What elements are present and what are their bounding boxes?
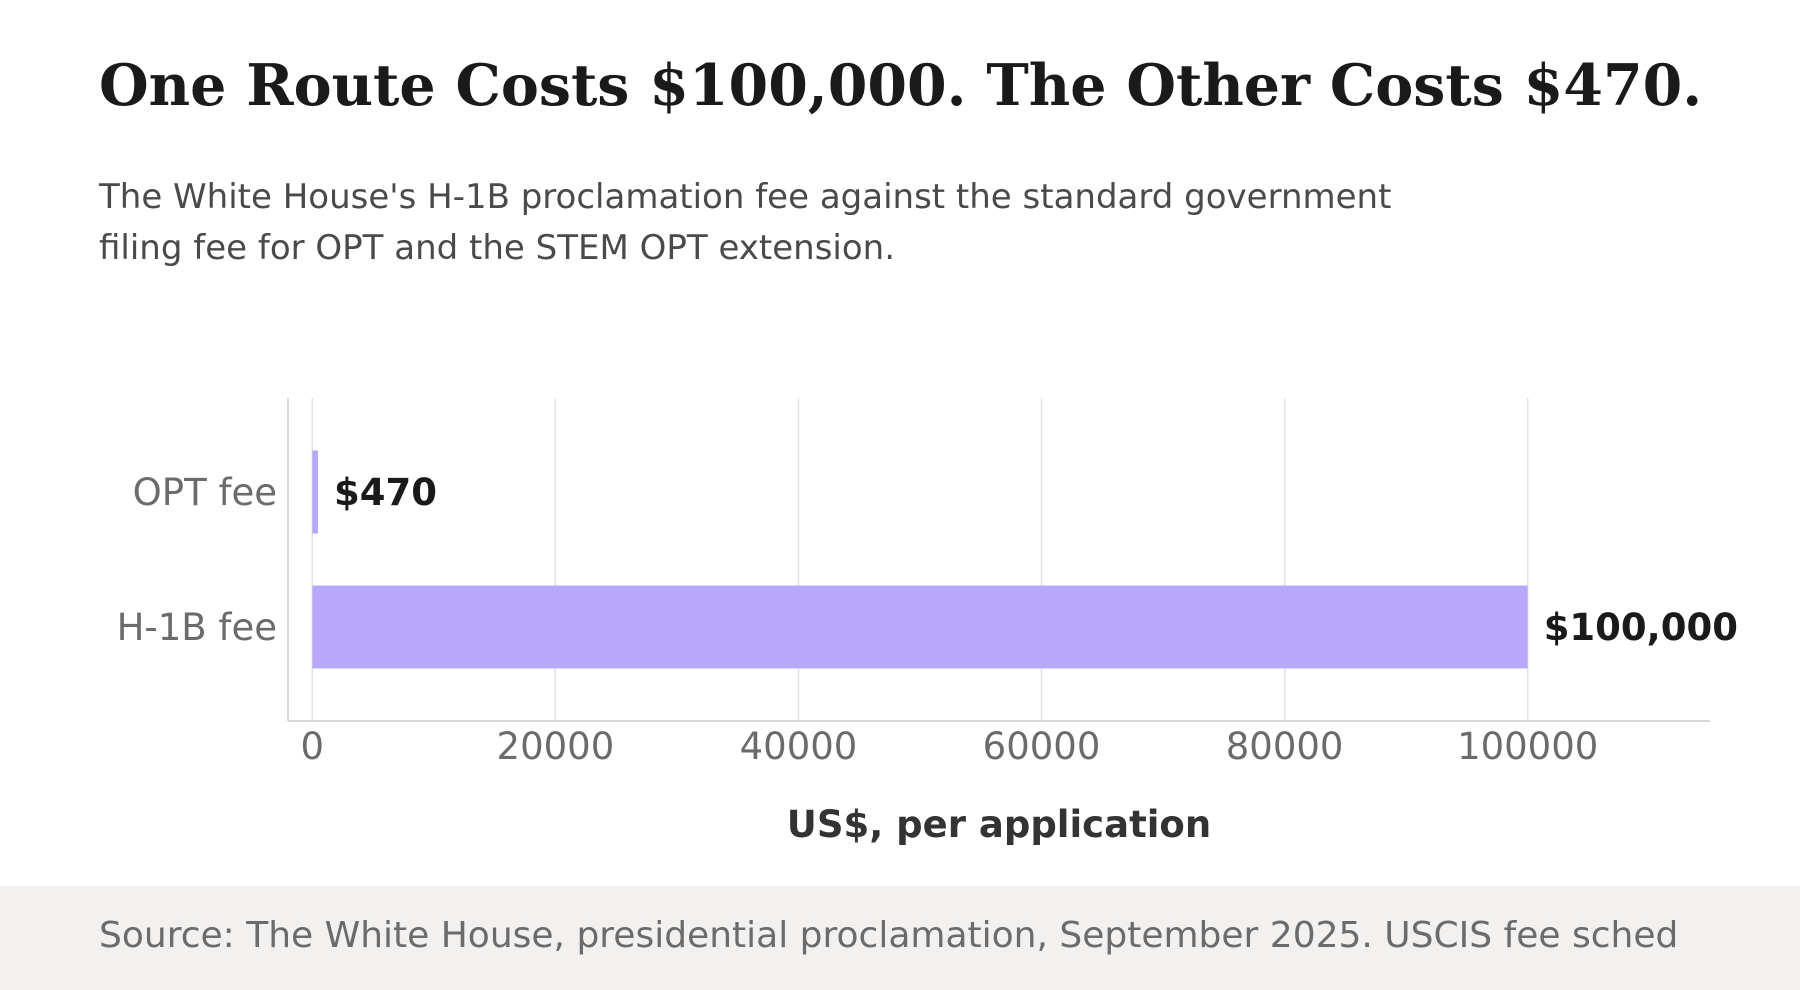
axes <box>287 398 1710 722</box>
bar-chart: 0 20000 40000 60000 80000 100000 OPT fee $470 H-… <box>117 398 1738 846</box>
category-label: OPT fee <box>133 471 277 514</box>
value-label: $100,000 <box>1544 606 1738 649</box>
gridlines <box>311 398 1529 721</box>
x-tick-label: 40000 <box>740 725 858 768</box>
category-label: H-1B fee <box>117 606 277 649</box>
chart-title: One Route Costs $100,000. The Other Cost… <box>99 52 1703 119</box>
source-note: Source: The White House, presidential pr… <box>99 915 1679 956</box>
value-label: $470 <box>334 471 437 514</box>
x-tick-label: 20000 <box>497 725 615 768</box>
x-tick-label: 0 <box>301 725 325 768</box>
x-axis-label: US$, per application <box>787 803 1211 846</box>
labels: 0 20000 40000 60000 80000 100000 OPT fee $470 H-… <box>117 471 1738 846</box>
x-tick-label: 80000 <box>1226 725 1344 768</box>
bars <box>312 450 1528 669</box>
bar-h-1b-fee <box>312 585 1528 669</box>
chart-area: 0 20000 40000 60000 80000 100000 OPT fee $470 H-… <box>0 380 1800 860</box>
source-footer: Source: The White House, presidential pr… <box>0 886 1800 990</box>
bar-opt-fee <box>312 450 319 534</box>
chart-subtitle: The White House's H-1B proclamation fee … <box>99 177 1392 268</box>
x-tick-label: 60000 <box>983 725 1101 768</box>
x-tick-label: 100000 <box>1457 725 1598 768</box>
